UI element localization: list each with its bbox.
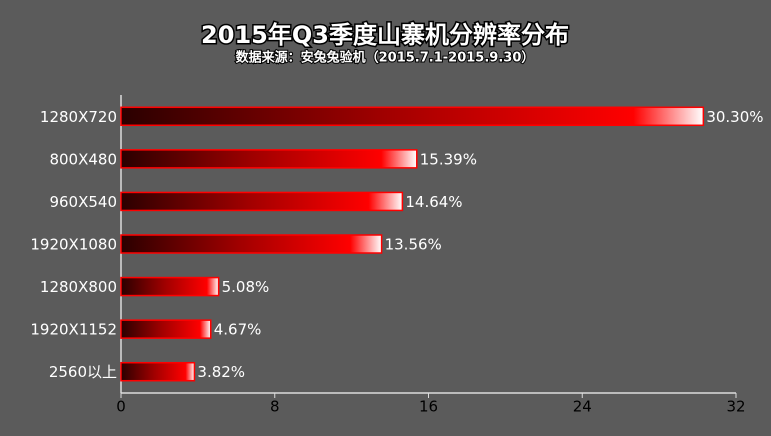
value-label: 3.82% [197,363,245,381]
x-tick-label: 0 [116,398,126,416]
bar [120,191,404,212]
x-tick-label: 16 [419,398,438,416]
y-tick-label: 1280X800 [40,278,117,296]
chart-title: 2015年Q3季度山寨机分辨率分布 [201,21,569,49]
bar [120,106,705,127]
value-label: 13.56% [385,236,442,254]
y-tick-label: 960X540 [49,193,117,211]
chart-subtitle: 数据来源：安兔兔验机（2015.7.1-2015.9.30） [236,50,535,66]
y-tick-label: 1280X720 [40,108,117,126]
y-tick-label: 1920X1152 [30,321,117,339]
x-tick-label: 32 [726,398,745,416]
value-label: 15.39% [420,150,477,168]
value-label: 5.08% [222,278,270,296]
y-tick-label: 800X480 [49,150,117,168]
value-label: 14.64% [405,193,462,211]
y-tick-label: 2560以上 [49,363,117,381]
x-tick-label: 24 [573,398,592,416]
bar [120,319,212,339]
x-tick-label: 8 [270,398,280,416]
bar [120,276,220,297]
value-label: 30.30% [706,108,763,126]
bar [120,149,418,169]
y-tick-label: 1920X1080 [30,236,117,254]
bar [120,361,196,382]
value-label: 4.67% [214,321,262,339]
bar [120,234,383,254]
